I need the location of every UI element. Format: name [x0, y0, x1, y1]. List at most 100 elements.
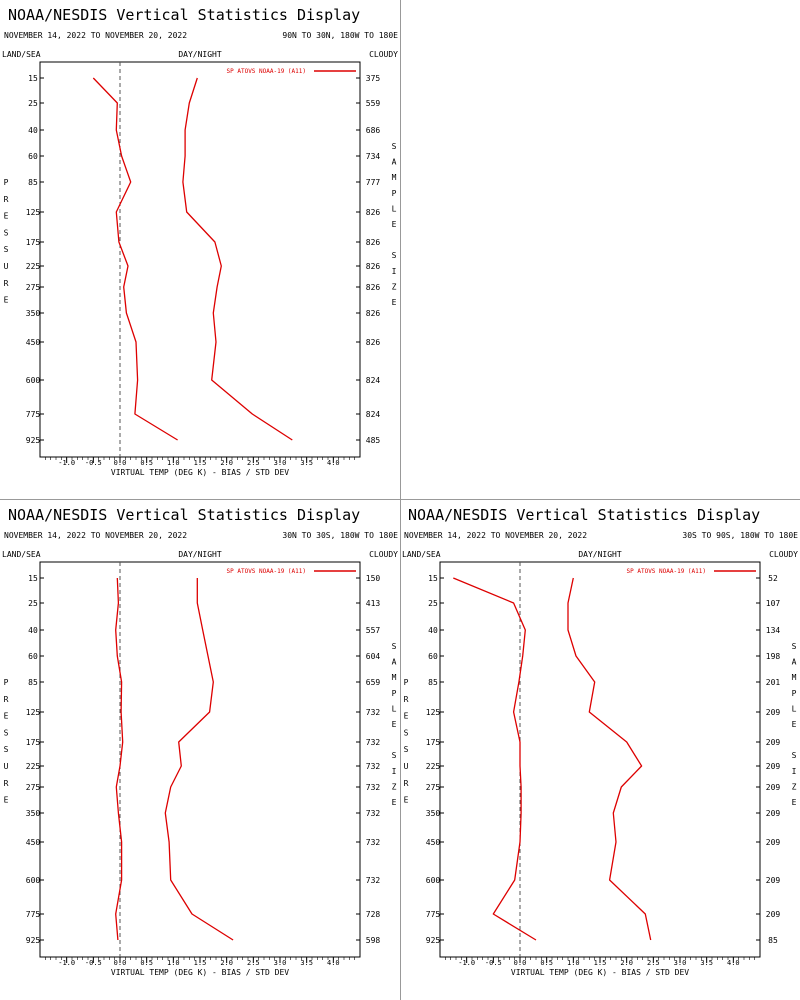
x-tick-label: 4.0: [327, 459, 340, 467]
sample-size-axis-letter: A: [392, 658, 397, 667]
sample-size-label: 734: [366, 152, 381, 161]
pressure-level-label: 125: [26, 208, 41, 217]
pressure-level-label: 175: [26, 738, 41, 747]
land-sea-label: LAND/SEA: [2, 50, 41, 59]
sample-size-label: 826: [366, 283, 381, 292]
sample-size-label: 150: [366, 574, 381, 583]
pressure-level-label: 85: [28, 678, 38, 687]
sample-size-label: 375: [366, 74, 381, 83]
pressure-level-label: 175: [26, 238, 41, 247]
pressure-axis-letter: E: [4, 212, 9, 221]
x-tick-label: 1.0: [167, 959, 180, 967]
pressure-level-label: 85: [28, 178, 38, 187]
date-range: NOVEMBER 14, 2022 TO NOVEMBER 20, 2022: [4, 31, 187, 40]
pressure-level-label: 40: [28, 126, 38, 135]
pressure-level-label: 450: [426, 838, 441, 847]
sample-size-label: 134: [766, 626, 781, 635]
sample-size-axis-letter: E: [392, 798, 397, 807]
pressure-level-label: 225: [426, 762, 441, 771]
pressure-level-label: 85: [428, 678, 438, 687]
pressure-level-label: 350: [426, 809, 441, 818]
x-tick-label: 4.0: [327, 959, 340, 967]
sample-size-label: 732: [366, 783, 381, 792]
x-axis-label: VIRTUAL TEMP (DEG K) - BIAS / STD DEV: [511, 968, 689, 977]
sample-size-label: 209: [766, 910, 781, 919]
sample-size-axis-letter: P: [392, 689, 397, 698]
plot-frame: [39, 561, 361, 958]
date-range: NOVEMBER 14, 2022 TO NOVEMBER 20, 2022: [404, 531, 587, 540]
x-tick-label: 0.5: [540, 959, 553, 967]
sample-size-axis-letter: S: [792, 642, 797, 651]
sample-size-label: 732: [366, 762, 381, 771]
sample-size-label: 52: [768, 574, 778, 583]
x-tick-label: 1.5: [594, 959, 607, 967]
pressure-level-label: 15: [28, 74, 38, 83]
bias-series-line: [92, 77, 178, 441]
x-tick-label: 2.0: [220, 459, 233, 467]
x-tick-label: 2.5: [247, 959, 260, 967]
pressure-level-label: 350: [26, 309, 41, 318]
pressure-level-label: 600: [426, 876, 441, 885]
sample-size-axis-letter: P: [792, 689, 797, 698]
x-tick-label: -0.5: [85, 459, 102, 467]
pressure-axis-letter: S: [4, 728, 9, 737]
sample-size-axis-letter: M: [392, 173, 397, 182]
sample-size-label: 85: [768, 936, 778, 945]
sample-size-label: 824: [366, 376, 381, 385]
pressure-level-label: 925: [26, 436, 41, 445]
std-dev-series-line: [182, 77, 293, 441]
chart-panel-2: NOAA/NESDIS Vertical Statistics Display N…: [2, 506, 398, 977]
pressure-level-label: 225: [26, 762, 41, 771]
x-tick-label: 3.0: [274, 459, 287, 467]
sample-size-axis-letter: L: [392, 704, 397, 713]
sample-size-label: 826: [366, 208, 381, 217]
x-tick-label: 4.0: [727, 959, 740, 967]
sample-size-label: 826: [366, 338, 381, 347]
pressure-level-label: 60: [28, 652, 38, 661]
sample-size-axis-letter: I: [792, 767, 797, 776]
pressure-axis-letter: S: [4, 745, 9, 754]
sample-size-label: 732: [366, 708, 381, 717]
pressure-level-label: 450: [26, 338, 41, 347]
std-dev-series-line: [567, 577, 652, 941]
pressure-level-label: 15: [28, 574, 38, 583]
region-label: 90N TO 30N, 180W TO 180E: [282, 31, 398, 40]
sample-size-label: 413: [366, 599, 381, 608]
sample-size-axis-letter: I: [392, 767, 397, 776]
sample-size-axis-letter: Z: [392, 782, 397, 791]
sample-size-axis-letter: P: [392, 189, 397, 198]
sample-size-axis-letter: Z: [392, 282, 397, 291]
pressure-level-label: 275: [26, 283, 41, 292]
cloudy-label: CLOUDY: [769, 550, 798, 559]
legend-label: SP ATOVS NOAA-19 (A11): [627, 568, 706, 575]
x-tick-label: 2.5: [247, 459, 260, 467]
sample-size-label: 686: [366, 126, 381, 135]
x-tick-label: 2.0: [620, 959, 633, 967]
pressure-axis-letter: R: [4, 195, 9, 204]
x-tick-label: -1.0: [58, 959, 75, 967]
sample-size-label: 209: [766, 708, 781, 717]
pressure-level-label: 225: [26, 262, 41, 271]
sample-size-axis-letter: I: [392, 267, 397, 276]
x-tick-label: 0.0: [114, 959, 127, 967]
panel-title: NOAA/NESDIS Vertical Statistics Display: [8, 506, 360, 524]
x-tick-label: 0.5: [140, 459, 153, 467]
pressure-level-label: 600: [26, 376, 41, 385]
chart-panel-3: NOAA/NESDIS Vertical Statistics Display N…: [402, 506, 798, 977]
pressure-axis-letter: R: [404, 695, 409, 704]
x-tick-label: 0.5: [140, 959, 153, 967]
cloudy-label: CLOUDY: [369, 550, 398, 559]
sample-size-label: 728: [366, 910, 381, 919]
sample-size-axis-letter: E: [392, 720, 397, 729]
x-tick-label: 3.0: [674, 959, 687, 967]
panel-title: NOAA/NESDIS Vertical Statistics Display: [408, 506, 760, 524]
sample-size-axis-letter: Z: [792, 782, 797, 791]
pressure-axis-letter: R: [4, 779, 9, 788]
x-tick-label: 1.0: [567, 959, 580, 967]
pressure-axis-letter: E: [404, 796, 409, 805]
sample-size-label: 777: [366, 178, 381, 187]
region-label: 30S TO 90S, 180W TO 180E: [682, 531, 798, 540]
sample-size-axis-letter: S: [392, 751, 397, 760]
pressure-axis-letter: S: [4, 228, 9, 237]
sample-size-label: 209: [766, 762, 781, 771]
